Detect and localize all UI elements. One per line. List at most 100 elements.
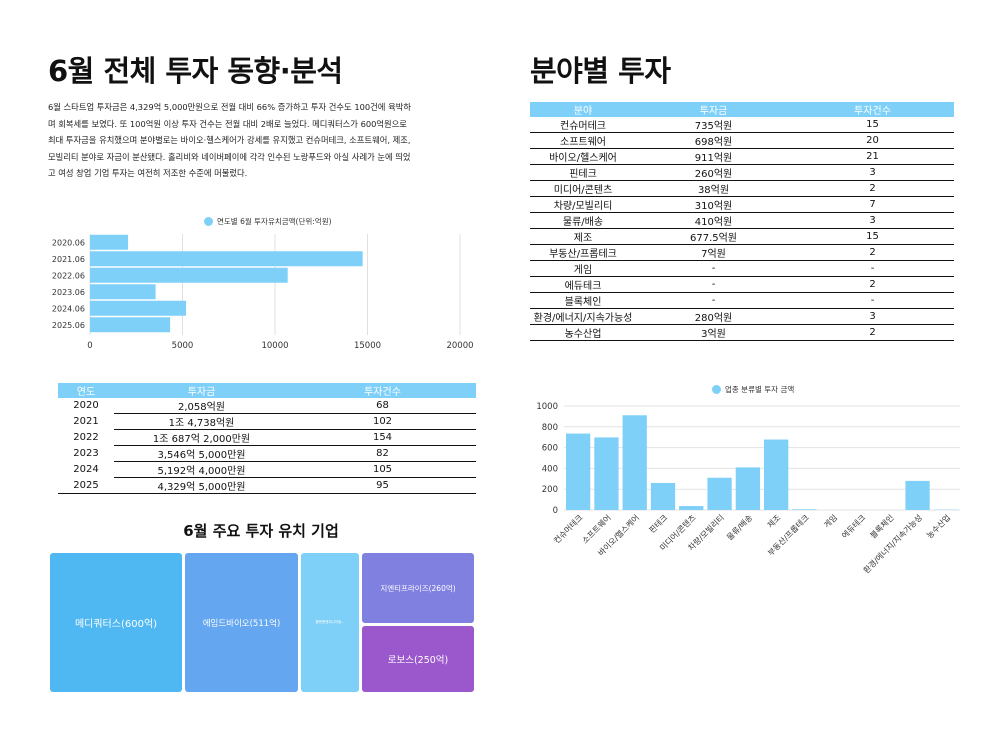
x-tick-label: 농수산업 bbox=[924, 512, 952, 540]
table-cell: 7억원 bbox=[636, 244, 791, 261]
table-row: 블록체인 - - bbox=[530, 292, 954, 309]
table-cell: 82 bbox=[289, 445, 476, 462]
table-cell: 735억원 bbox=[636, 117, 791, 133]
y-tick-label: 200 bbox=[542, 485, 558, 495]
table-cell: - bbox=[636, 260, 791, 277]
bar bbox=[594, 437, 619, 510]
table-row: 물류/배송 410억원 3 bbox=[530, 212, 954, 229]
table-cell: 21 bbox=[791, 148, 954, 165]
y-tick-label: 2023.06 bbox=[52, 288, 85, 297]
x-tick-label: 물류/배송 bbox=[725, 513, 754, 542]
table-cell: 2022 bbox=[73, 432, 99, 443]
table-cell: 154 bbox=[289, 429, 476, 446]
table-cell: 에듀테크 bbox=[530, 276, 636, 293]
x-tick-label: 컨슈머테크 bbox=[551, 512, 584, 545]
treemap-tile: 에임드바이오(511억) bbox=[185, 553, 298, 692]
y-tick-label: 600 bbox=[542, 444, 558, 454]
table-cell: - bbox=[791, 260, 954, 277]
table-cell: 5,192억 4,000만원 bbox=[114, 461, 289, 478]
table-cell: 바이오/헬스케어 bbox=[530, 148, 636, 165]
bar bbox=[90, 300, 187, 316]
table-row: 미디어/콘텐츠 38억원 2 bbox=[530, 180, 954, 197]
treemap-tile-label: 플랫폼엔지니어링... bbox=[315, 620, 345, 624]
summary-paragraph: 6월 스타트업 투자금은 4,329억 5,000만원으로 전월 대비 66% … bbox=[48, 102, 411, 179]
left-title: 6월 전체 투자 동향·분석 bbox=[48, 54, 343, 88]
table-cell: 20 bbox=[791, 132, 954, 149]
y-tick-label: 0 bbox=[553, 506, 558, 516]
column-header: 투자금 bbox=[636, 102, 791, 117]
table-row: 2023 3,546억 5,000만원 82 bbox=[58, 445, 476, 462]
table-cell: 2 bbox=[791, 180, 954, 197]
table-row: 게임 - - bbox=[530, 260, 954, 277]
table-cell: 911억원 bbox=[636, 148, 791, 165]
table-cell: 3,546억 5,000만원 bbox=[114, 445, 289, 462]
sector-investment-table: 분야 투자금 투자건수 컨슈머테크 735억원 15 소프트웨어 698억원 20 바이오/헬스… bbox=[530, 102, 954, 341]
company-treemap: 메디쿼터스(600억) 에임드바이오(511억) 플랫폼엔지니어링... 지엔티프라이… bbox=[50, 553, 474, 692]
table-row: 컨슈머테크 735억원 15 bbox=[530, 117, 954, 133]
x-tick-label: 0 bbox=[87, 341, 92, 351]
bar bbox=[679, 506, 704, 510]
table-cell: 농수산업 bbox=[530, 324, 636, 341]
bar bbox=[90, 251, 363, 267]
column-header: 투자건수 bbox=[791, 102, 954, 117]
table-header-row: 연도 투자금 투자건수 bbox=[58, 383, 476, 398]
table-cell: 1조 4,738억원 bbox=[114, 413, 289, 430]
legend-swatch bbox=[712, 385, 721, 394]
y-tick-label: 2022.06 bbox=[52, 271, 85, 280]
table-cell: 38억원 bbox=[636, 180, 791, 197]
table-cell: 미디어/콘텐츠 bbox=[530, 180, 636, 197]
table-cell: 260억원 bbox=[636, 164, 791, 181]
table-cell: 제조 bbox=[530, 228, 636, 245]
table-row: 에듀테크 -2 bbox=[530, 276, 954, 293]
yearly-investment-table: 연도 투자금 투자건수 2020 2,058억원 68 2021 1조 4,738억원 102… bbox=[58, 383, 476, 494]
table-cell: 3억원 bbox=[636, 324, 791, 341]
treemap-tile-label: 에임드바이오(511억) bbox=[202, 618, 281, 629]
table-row: 2021 1조 4,738억원 102 bbox=[58, 413, 476, 430]
table-cell: 2023 bbox=[73, 448, 99, 459]
table-row: 바이오/헬스케어 911억원 21 bbox=[530, 148, 954, 165]
table-cell: 1조 687억 2,000만원 bbox=[114, 429, 289, 446]
y-tick-label: 2025.06 bbox=[52, 321, 85, 330]
treemap-title: 6월 주요 투자 유치 기업 bbox=[183, 522, 339, 540]
bar bbox=[622, 415, 647, 510]
x-tick-label: 15000 bbox=[354, 341, 381, 351]
x-tick-label: 20000 bbox=[446, 341, 473, 351]
table-row: 환경/에너지/지속가능성 280억원 3 bbox=[530, 308, 954, 325]
table-cell: 2 bbox=[791, 324, 954, 341]
table-cell: 2024 bbox=[73, 464, 99, 475]
table-cell: 105 bbox=[289, 461, 476, 478]
table-cell: 차량/모빌리티 bbox=[530, 196, 636, 213]
table-row: 농수산업 3억원 2 bbox=[530, 324, 954, 341]
treemap-tile: 지엔티프라이즈(260억) bbox=[362, 553, 474, 623]
bar bbox=[764, 439, 789, 510]
treemap-tile-label: 지엔티프라이즈(260억) bbox=[380, 583, 456, 593]
right-title: 분야별 투자 bbox=[530, 54, 671, 88]
bar bbox=[90, 267, 288, 283]
sector-bar-legend: 업종 분류별 투자 금액 bbox=[712, 384, 794, 395]
x-tick-label: 에듀테크 bbox=[840, 513, 867, 540]
table-cell: 2 bbox=[791, 244, 954, 261]
table-cell: 68 bbox=[289, 398, 476, 414]
legend-label: 업종 분류별 투자 금액 bbox=[725, 385, 795, 394]
treemap-tile: 로보스(250억) bbox=[362, 626, 474, 692]
table-cell: 102 bbox=[289, 413, 476, 430]
y-tick-label: 2021.06 bbox=[52, 255, 85, 264]
table-cell: 95 bbox=[289, 477, 476, 494]
table-cell: 부동산/프롭테크 bbox=[530, 244, 636, 261]
yearly-bar-legend: 연도별 6월 투자유치금액(단위:억원) bbox=[204, 216, 332, 227]
table-row: 소프트웨어 698억원 20 bbox=[530, 132, 954, 149]
column-header: 연도 bbox=[58, 383, 114, 398]
yearly-investment-bar-chart: 0 5000 10000 15000 20000 2020.06 2021.06 2022.0… bbox=[52, 234, 474, 351]
column-header: 투자건수 bbox=[289, 383, 476, 398]
x-tick-label: 5000 bbox=[172, 341, 194, 351]
legend-swatch bbox=[204, 217, 213, 226]
table-row: 핀테크 260억원 3 bbox=[530, 164, 954, 181]
table-row: 부동산/프롭테크 7억원 2 bbox=[530, 244, 954, 261]
table-cell: 2,058억원 bbox=[114, 398, 289, 414]
legend-label: 연도별 6월 투자유치금액(단위:억원) bbox=[217, 217, 332, 226]
y-tick-label: 400 bbox=[542, 464, 558, 474]
table-cell: 3 bbox=[791, 212, 954, 229]
table-row: 2025 4,329억 5,000만원 95 bbox=[58, 477, 476, 494]
table-cell: 블록체인 bbox=[530, 292, 636, 309]
